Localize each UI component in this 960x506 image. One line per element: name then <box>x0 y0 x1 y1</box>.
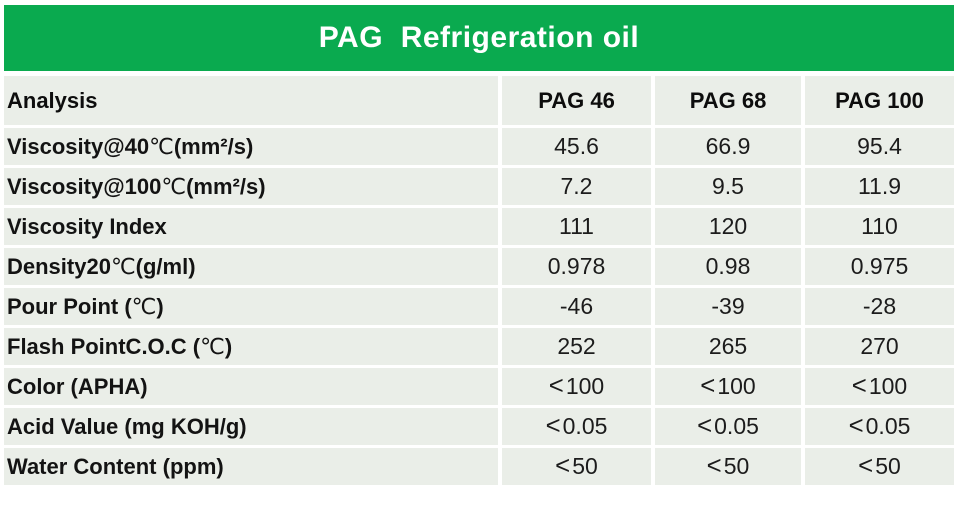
row-value: <100 <box>655 368 801 405</box>
row-label: Pour Point (℃) <box>4 288 498 325</box>
row-value: 0.975 <box>805 248 954 285</box>
row-value: 110 <box>805 208 954 245</box>
grade-column-header: PAG 68 <box>655 76 801 125</box>
row-value: <0.05 <box>805 408 954 445</box>
row-value: 0.98 <box>655 248 801 285</box>
row-value: 111 <box>502 208 651 245</box>
grade-column-header: PAG 100 <box>805 76 954 125</box>
row-label: Water Content (ppm) <box>4 448 498 485</box>
row-label: Color (APHA) <box>4 368 498 405</box>
row-value: -28 <box>805 288 954 325</box>
row-value: 265 <box>655 328 801 365</box>
row-value: <50 <box>502 448 651 485</box>
row-value: 9.5 <box>655 168 801 205</box>
row-value: 120 <box>655 208 801 245</box>
row-value: <0.05 <box>655 408 801 445</box>
row-value: 66.9 <box>655 128 801 165</box>
row-value: <0.05 <box>502 408 651 445</box>
row-value: <100 <box>502 368 651 405</box>
spec-table: Analysis PAG 46 PAG 68 PAG 100 Viscosity@40 ℃… <box>4 76 954 485</box>
row-label: Density20 ℃ (g/ml) <box>4 248 498 285</box>
row-label: Flash PointC.O.C (℃) <box>4 328 498 365</box>
row-value: <100 <box>805 368 954 405</box>
row-value: 95.4 <box>805 128 954 165</box>
row-value: <50 <box>805 448 954 485</box>
row-label: Viscosity Index <box>4 208 498 245</box>
row-value: 252 <box>502 328 651 365</box>
row-value: 270 <box>805 328 954 365</box>
row-value: 11.9 <box>805 168 954 205</box>
row-label: Acid Value (mg KOH/g) <box>4 408 498 445</box>
row-value: 45.6 <box>502 128 651 165</box>
row-value: -46 <box>502 288 651 325</box>
grade-column-header: PAG 46 <box>502 76 651 125</box>
row-value: -39 <box>655 288 801 325</box>
row-label: Viscosity@40 ℃ (mm²/s) <box>4 128 498 165</box>
analysis-column-header: Analysis <box>4 76 498 125</box>
row-value: <50 <box>655 448 801 485</box>
row-label: Viscosity@100 ℃ (mm²/s) <box>4 168 498 205</box>
page-title: PAG Refrigeration oil <box>318 21 640 54</box>
title-banner: PAG Refrigeration oil <box>4 5 954 71</box>
row-value: 7.2 <box>502 168 651 205</box>
row-value: 0.978 <box>502 248 651 285</box>
